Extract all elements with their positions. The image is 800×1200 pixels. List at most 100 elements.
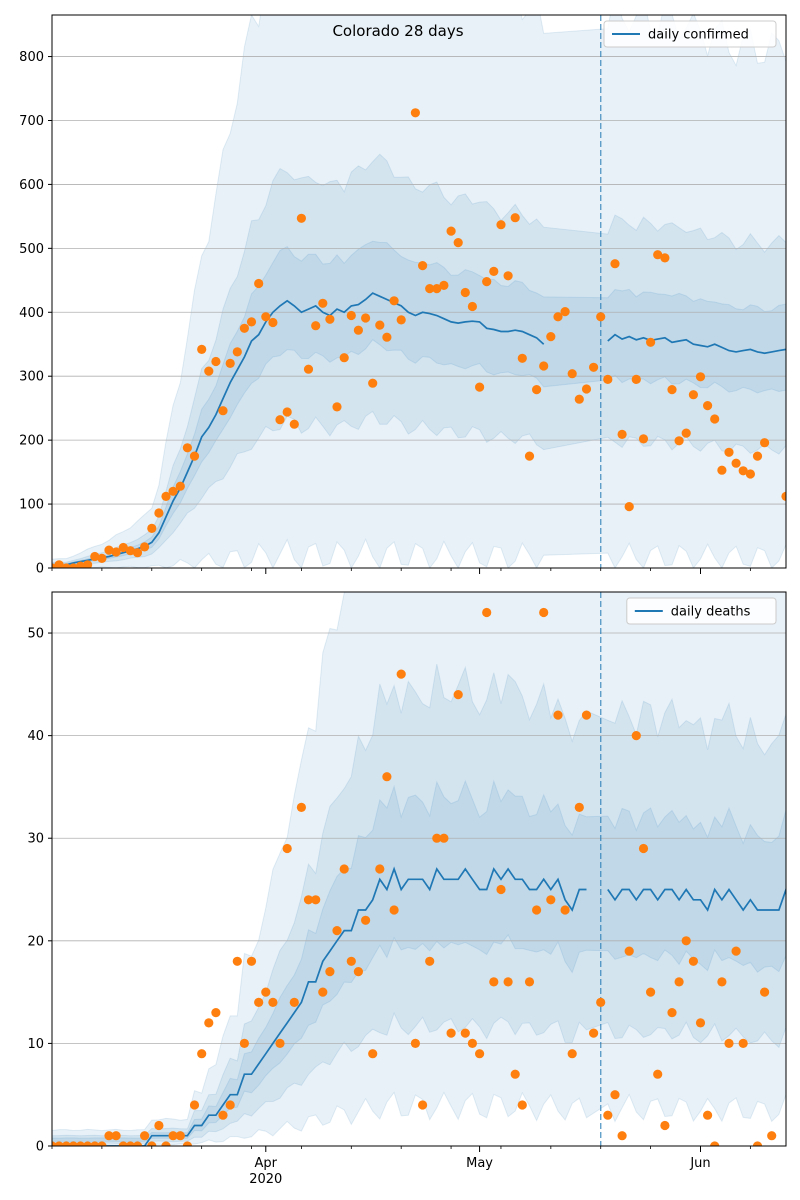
y-tick-label: 700	[19, 114, 44, 129]
data-point	[589, 1028, 599, 1038]
data-point	[688, 390, 699, 400]
data-point	[446, 226, 456, 236]
data-point	[282, 407, 292, 417]
data-point	[211, 1008, 221, 1018]
data-point	[674, 436, 684, 446]
data-point	[731, 458, 741, 468]
data-point	[546, 895, 556, 905]
data-point	[303, 895, 314, 905]
series-line	[52, 866, 587, 1146]
data-point	[75, 561, 86, 568]
data-point	[703, 401, 713, 411]
x-tick-label: Jun	[689, 1156, 710, 1171]
data-point	[111, 1131, 121, 1141]
data-point	[197, 344, 207, 354]
data-point	[724, 447, 734, 457]
data-point	[731, 946, 741, 956]
data-point	[503, 977, 513, 987]
uncertainty-band	[52, 240, 786, 566]
data-point	[724, 1038, 734, 1048]
data-point	[389, 296, 399, 306]
data-point	[83, 1141, 93, 1146]
data-point	[532, 385, 542, 395]
data-point	[303, 364, 314, 374]
data-point	[389, 905, 399, 915]
data-point	[475, 382, 485, 392]
data-point	[261, 312, 271, 322]
data-point	[268, 317, 278, 328]
data-point	[147, 523, 157, 534]
data-point	[524, 451, 535, 461]
forecast-line	[607, 886, 786, 912]
data-point	[104, 1131, 114, 1141]
data-point	[118, 542, 128, 553]
data-point	[197, 1049, 207, 1059]
data-point	[261, 987, 271, 997]
data-point	[610, 1090, 620, 1100]
data-point	[346, 310, 356, 321]
data-point	[674, 977, 684, 987]
data-point	[710, 1141, 720, 1146]
y-tick-label: 20	[27, 934, 44, 949]
data-point	[539, 361, 549, 371]
data-point	[289, 997, 299, 1008]
data-point	[68, 563, 78, 568]
y-tick-label: 0	[36, 1140, 44, 1155]
data-point	[396, 669, 406, 679]
data-point	[660, 1120, 670, 1131]
data-point	[738, 466, 748, 476]
data-point	[147, 1141, 157, 1146]
y-tick-label: 40	[27, 729, 44, 744]
legend-box	[626, 597, 777, 625]
legend: daily confirmed	[603, 20, 777, 48]
y-tick-label: 300	[19, 370, 44, 385]
data-point	[311, 321, 321, 331]
data-point	[717, 465, 727, 475]
data-point	[439, 833, 449, 843]
plot-area	[52, 15, 786, 568]
data-point	[175, 1131, 185, 1141]
x-tick-label: May	[466, 1156, 493, 1171]
data-point	[289, 419, 299, 429]
data-point	[624, 946, 634, 956]
axes-frame	[51, 14, 787, 569]
data-point	[738, 1038, 748, 1048]
y-tick-label: 200	[19, 434, 44, 449]
data-point	[218, 406, 228, 416]
data-point	[510, 1069, 520, 1079]
data-point	[510, 213, 520, 223]
data-point	[646, 987, 656, 997]
forecast-line	[607, 333, 786, 355]
data-point	[695, 372, 706, 382]
data-point	[311, 895, 321, 905]
data-point	[745, 469, 756, 479]
data-point	[496, 884, 506, 895]
data-point	[410, 108, 420, 118]
data-point	[154, 508, 164, 518]
data-point	[339, 353, 349, 363]
data-point	[425, 956, 435, 966]
data-point	[318, 298, 328, 308]
data-point	[97, 553, 107, 564]
uncertainty-band	[52, 592, 786, 1146]
data-point	[118, 1141, 128, 1146]
data-point	[161, 1141, 171, 1146]
legend-box	[603, 20, 777, 48]
data-point	[546, 332, 556, 342]
data-point	[175, 481, 185, 491]
y-tick-label: 800	[19, 50, 44, 65]
data-point	[560, 307, 570, 317]
data-point	[375, 864, 385, 874]
data-point	[90, 551, 100, 562]
data-point	[254, 997, 264, 1008]
data-point	[68, 1141, 78, 1146]
data-point	[517, 353, 527, 363]
data-point	[624, 502, 634, 512]
uncertainty-band	[52, 153, 786, 567]
data-point	[61, 1141, 71, 1146]
data-point	[275, 415, 285, 425]
data-point	[439, 280, 449, 290]
data-point	[631, 374, 641, 384]
